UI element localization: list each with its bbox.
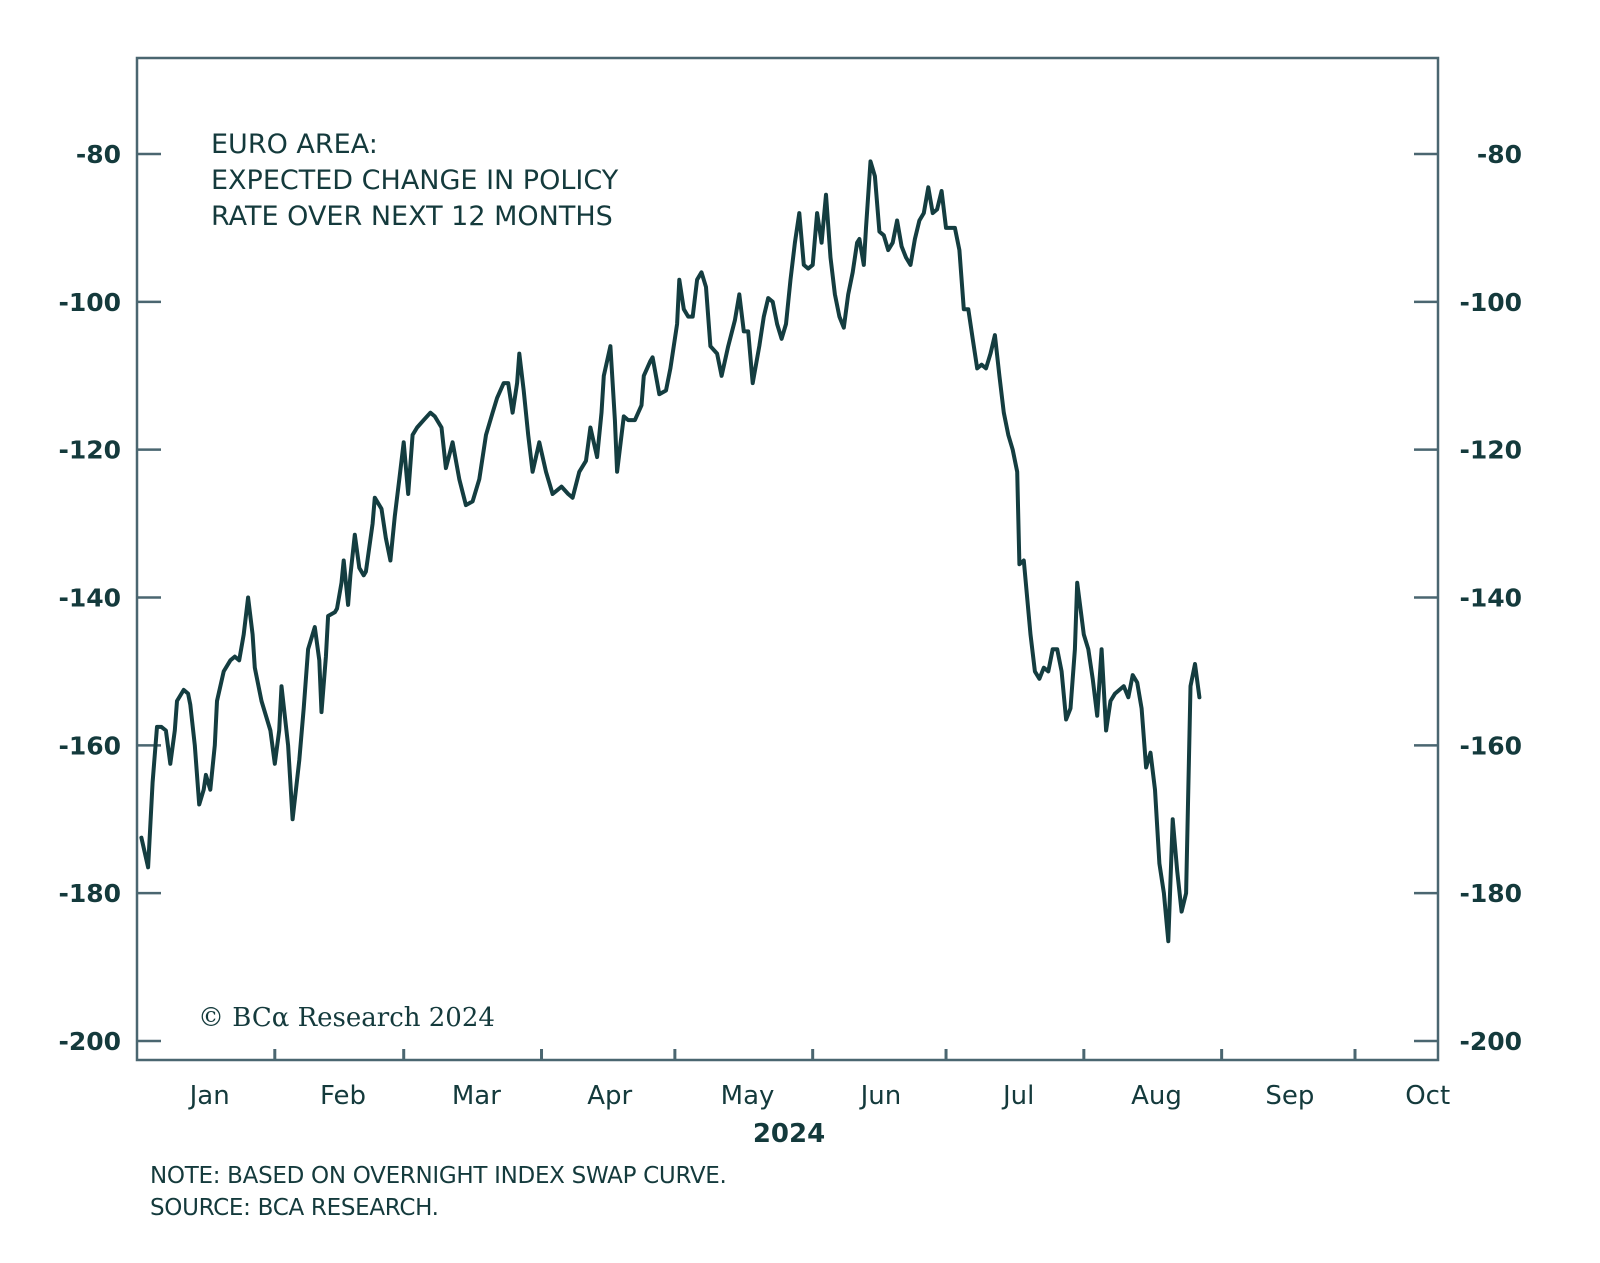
- chart-title: EURO AREA: EXPECTED CHANGE IN POLICY RAT…: [211, 129, 619, 232]
- y-tick-label-right: -140: [1459, 584, 1522, 613]
- x-tick-label-mar: Mar: [452, 1081, 501, 1111]
- plot-frame: [135, 56, 1440, 1062]
- y-tick-label-left: -100: [58, 288, 121, 317]
- x-tick-label-jul: Jul: [1001, 1081, 1034, 1111]
- copyright-watermark: © BCα Research 2024: [198, 1003, 495, 1033]
- x-axis: Jan Feb Mar Apr May Jun Jul Aug Sep Oct: [188, 1049, 1450, 1111]
- title-line-1: EURO AREA:: [211, 129, 378, 160]
- series-line: [139, 159, 1202, 944]
- y-tick-label-right: -120: [1459, 436, 1522, 465]
- footnote-source: SOURCE: BCA RESEARCH.: [150, 1195, 439, 1221]
- x-axis-title: 2024: [753, 1119, 825, 1149]
- y-tick-label-left: -80: [76, 140, 121, 169]
- x-tick-label-oct: Oct: [1405, 1081, 1450, 1111]
- y-tick-label-right: -80: [1477, 140, 1522, 169]
- x-tick-label-apr: Apr: [587, 1081, 632, 1111]
- y-tick-label-right: -200: [1459, 1027, 1522, 1056]
- y-tick-label-left: -200: [58, 1027, 121, 1056]
- title-line-2: EXPECTED CHANGE IN POLICY: [211, 165, 619, 196]
- y-axis-left: -80 -100 -120 -140 -160 -180 -200: [58, 140, 161, 1056]
- y-tick-label-left: -180: [58, 879, 121, 908]
- y-tick-label-right: -100: [1459, 288, 1522, 317]
- x-tick-label-aug: Aug: [1131, 1081, 1182, 1111]
- x-tick-label-jun: Jun: [859, 1081, 902, 1111]
- y-tick-label-left: -160: [58, 731, 121, 760]
- footnote-note: NOTE: BASED ON OVERNIGHT INDEX SWAP CURV…: [150, 1163, 727, 1189]
- chart: -80-100-120-140-160-180-200 -80-100-120-…: [58, 56, 1522, 1149]
- title-line-3: RATE OVER NEXT 12 MONTHS: [211, 201, 613, 232]
- y-tick-label-right: -160: [1459, 731, 1522, 760]
- x-tick-label-sep: Sep: [1265, 1081, 1314, 1111]
- x-tick-label-feb: Feb: [320, 1081, 366, 1111]
- y-tick-label-left: -140: [58, 584, 121, 613]
- y-tick-label-left: -120: [58, 436, 121, 465]
- x-tick-label-jan: Jan: [188, 1081, 230, 1111]
- y-tick-label-right: -180: [1459, 879, 1522, 908]
- y-axis-right: -80 -100 -120 -140 -160 -180 -200: [1414, 140, 1522, 1056]
- x-tick-label-may: May: [721, 1081, 775, 1111]
